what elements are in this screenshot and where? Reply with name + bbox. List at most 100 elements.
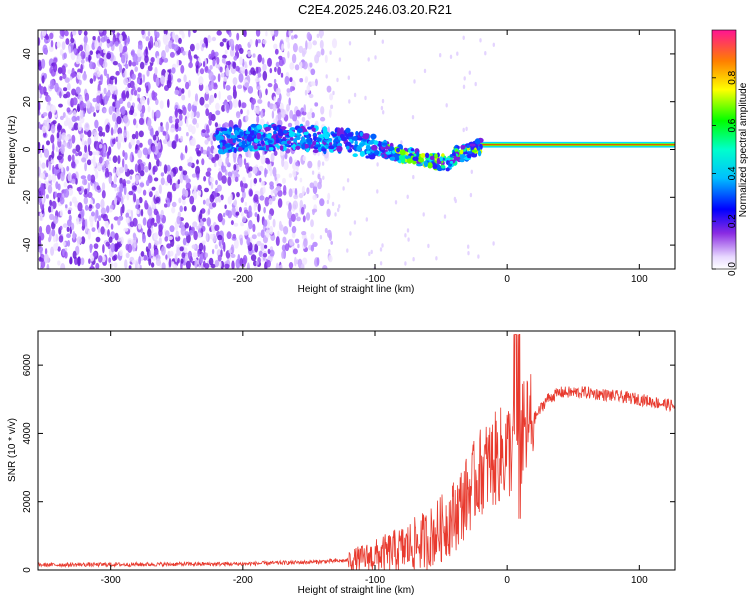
noise-blob	[330, 104, 334, 110]
noise-blob	[158, 184, 162, 194]
noise-blob	[60, 263, 66, 269]
noise-blob	[257, 72, 262, 78]
signal-blob	[303, 131, 309, 136]
noise-blob	[138, 256, 142, 265]
noise-blob	[297, 243, 300, 249]
noise-blob	[179, 246, 184, 252]
noise-blob	[306, 31, 311, 41]
signal-blob	[239, 131, 244, 136]
signal-blob	[453, 154, 457, 161]
noise-blob	[84, 92, 90, 103]
signal-blob	[467, 154, 472, 159]
noise-blob	[48, 174, 52, 182]
noise-blob	[164, 230, 170, 238]
signal-blob	[412, 160, 417, 165]
noise-blob	[42, 30, 47, 37]
noise-blob	[273, 43, 278, 50]
noise-blob	[370, 249, 373, 255]
noise-blob	[96, 95, 101, 104]
noise-blob	[192, 30, 197, 34]
noise-blob	[130, 209, 134, 220]
noise-blob	[298, 192, 304, 199]
noise-blob	[151, 90, 156, 100]
noise-blob	[320, 34, 323, 39]
noise-blob	[49, 66, 53, 74]
noise-blob	[71, 196, 77, 204]
noise-blob	[328, 249, 331, 254]
noise-blob	[144, 55, 149, 64]
noise-blob	[171, 206, 176, 214]
noise-blob	[90, 219, 94, 228]
noise-blob	[269, 184, 275, 190]
noise-blob	[176, 58, 179, 68]
noise-blob	[244, 68, 248, 77]
figure-title: C2E4.2025.246.03.20.R21	[298, 2, 452, 17]
noise-blob	[70, 37, 75, 44]
noise-blob	[140, 251, 145, 257]
noise-blob	[291, 53, 297, 64]
noise-blob	[46, 159, 49, 168]
noise-blob	[119, 43, 123, 54]
noise-blob	[293, 34, 298, 39]
noise-blob	[159, 161, 162, 167]
noise-blob	[80, 257, 85, 266]
noise-blob	[219, 66, 223, 73]
noise-blob	[52, 142, 55, 152]
noise-blob	[102, 132, 106, 137]
noise-blob	[155, 130, 159, 137]
signal-blob	[241, 140, 246, 145]
noise-blob	[240, 222, 245, 227]
noise-blob	[302, 257, 308, 265]
noise-blob	[87, 191, 93, 199]
noise-blob	[101, 182, 106, 192]
signal-blob	[399, 149, 406, 156]
noise-blob	[302, 47, 307, 55]
noise-blob	[63, 120, 69, 127]
noise-blob	[182, 50, 186, 56]
noise-blob	[112, 138, 116, 145]
noise-blob	[235, 44, 239, 53]
signal-blob	[416, 162, 423, 167]
noise-blob	[49, 231, 52, 241]
signal-blob	[312, 140, 317, 146]
noise-blob	[281, 250, 285, 259]
noise-blob	[39, 172, 45, 179]
noise-blob	[209, 94, 215, 103]
noise-blob	[59, 115, 64, 121]
noise-blob	[82, 178, 88, 186]
noise-blob	[80, 208, 85, 218]
noise-blob	[154, 40, 158, 48]
noise-blob	[95, 262, 100, 269]
noise-blob	[156, 158, 160, 167]
noise-blob	[112, 36, 115, 45]
noise-blob	[252, 223, 256, 233]
noise-blob	[141, 30, 145, 35]
signal-blob	[306, 138, 310, 143]
noise-blob	[118, 197, 122, 203]
noise-blob	[238, 73, 244, 83]
noise-blob	[166, 197, 171, 208]
noise-blob	[353, 92, 357, 98]
spectrogram-xtick-label: -100	[365, 274, 385, 285]
noise-blob	[303, 104, 307, 113]
noise-blob	[314, 102, 319, 107]
noise-blob	[205, 108, 210, 117]
noise-blob	[153, 232, 159, 241]
noise-blob	[222, 54, 227, 59]
noise-blob	[83, 30, 88, 36]
noise-blob	[225, 209, 230, 216]
noise-blob	[271, 110, 275, 119]
noise-blob	[453, 196, 457, 202]
signal-blob	[237, 147, 243, 152]
noise-blob	[484, 51, 487, 56]
noise-blob	[83, 102, 87, 109]
noise-blob	[76, 71, 81, 80]
signal-blob	[363, 133, 370, 137]
noise-blob	[225, 156, 230, 165]
noise-blob	[258, 165, 264, 172]
noise-blob	[61, 30, 65, 37]
noise-blob	[169, 250, 174, 257]
noise-blob	[139, 264, 142, 269]
noise-blob	[279, 264, 283, 269]
